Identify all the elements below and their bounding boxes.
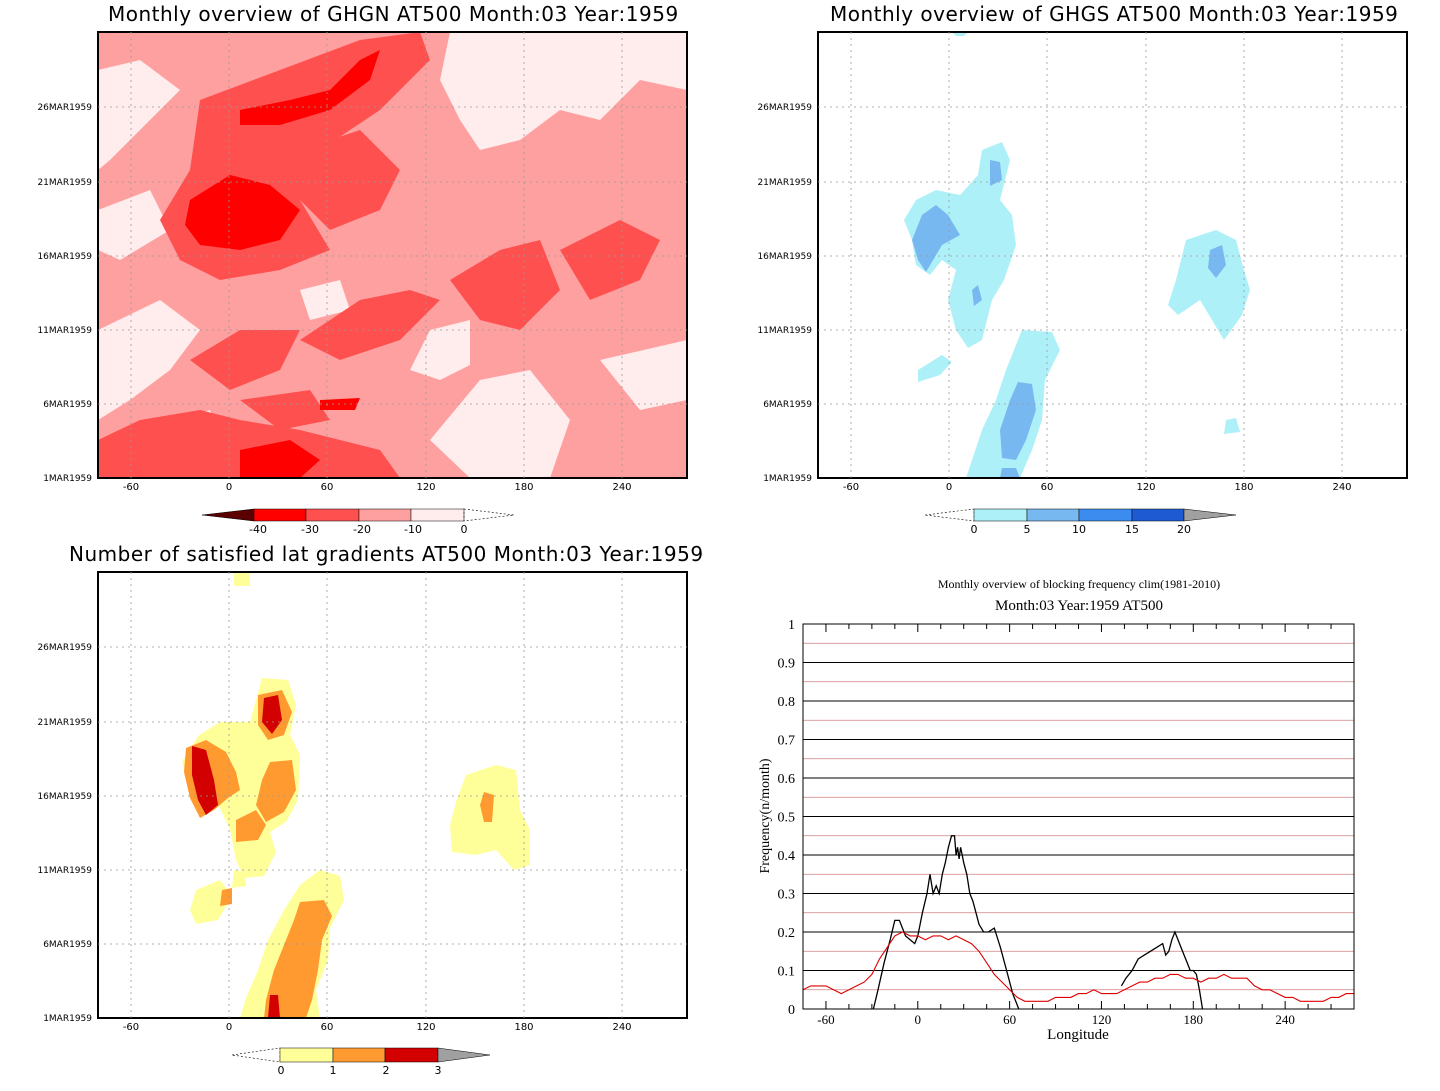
ghgs-cb-label: 20 [1177,523,1191,536]
ghgs-xtick: 120 [1136,482,1155,493]
freq-title: Monthly overview of blocking frequency c… [937,577,1221,591]
ghgs-ytick: 11MAR1959 [757,326,812,336]
lat-map: 1MAR1959 6MAR1959 11MAR1959 16MAR1959 21… [37,571,688,1077]
y-tick-label: 0 [788,1003,795,1018]
y-tick-label: 0.2 [778,926,796,941]
x-tick-label: 60 [1003,1012,1016,1027]
ghgn-xtick: 0 [226,482,232,493]
x-tick-label: 180 [1184,1012,1204,1027]
ghgn-title: Monthly overview of GHGN AT500 Month:03 … [108,2,679,26]
y-tick-label: 0.8 [778,695,796,710]
lat-colorbar: 0 1 2 3 [231,1047,491,1077]
freq-xlabel: Longitude [1047,1027,1109,1043]
ghgs-xtick: 0 [946,482,952,493]
y-tick-label: 0.5 [778,811,796,826]
ghgs-xtick: 60 [1041,482,1054,493]
freq-subtitle: Month:03 Year:1959 AT500 [995,598,1163,614]
ghgs-ytick: 6MAR1959 [763,400,812,410]
series-line [872,835,1204,1010]
y-tick-label: 0.6 [778,772,796,787]
y-tick-label: 0.7 [778,734,796,749]
ghgn-panel: Monthly overview of GHGN AT500 Month:03 … [0,0,720,540]
ghgn-cb-label: 0 [461,523,468,536]
x-tick-label: -60 [817,1012,834,1027]
ghgs-ytick: 1MAR1959 [763,474,812,484]
ghgn-ytick: 26MAR1959 [37,103,92,113]
ghgs-map: 1MAR1959 6MAR1959 11MAR1959 16MAR1959 21… [757,31,1408,536]
lat-xtick: 60 [321,1022,334,1033]
lat-xtick: 180 [514,1022,533,1033]
ghgn-ytick: 11MAR1959 [37,326,92,336]
ghgn-ytick: 16MAR1959 [37,252,92,262]
lat-cb-label: 2 [383,1064,390,1077]
lat-panel: Number of satisfied lat gradients AT500 … [0,540,720,1091]
x-tick-label: 0 [915,1012,922,1027]
lat-cb-label: 3 [435,1064,442,1077]
ghgn-map: 1MAR1959 6MAR1959 11MAR1959 16MAR1959 21… [37,31,688,536]
x-tick-label: 240 [1275,1012,1295,1027]
lat-ytick: 26MAR1959 [37,643,92,653]
ghgn-xtick: 240 [612,482,631,493]
ghgs-title: Monthly overview of GHGS AT500 Month:03 … [830,2,1399,26]
ghgn-ytick: 21MAR1959 [37,178,92,188]
lat-xtick: 240 [612,1022,631,1033]
ghgn-xtick: 180 [514,482,533,493]
lat-cb-label: 1 [330,1064,337,1077]
freq-chart: 0 0.1 0.2 0.3 0.4 0.5 0.6 0.7 0.8 0.9 1 -60 0 60 120 18… [758,618,1355,1043]
ghgs-cb-label: 5 [1024,523,1031,536]
y-tick-label: 0.9 [778,657,796,672]
freq-panel: Monthly overview of blocking frequency c… [720,540,1440,1091]
ghgs-colorbar: 0 5 10 15 20 [924,508,1237,536]
ghgs-ytick: 26MAR1959 [757,103,812,113]
lat-ytick: 16MAR1959 [37,792,92,802]
ghgs-cb-label: 15 [1125,523,1139,536]
series-line [802,931,1354,1002]
lat-xtick: -60 [123,1022,139,1033]
y-tick-label: 1 [788,618,795,633]
ghgn-xtick: -60 [123,482,139,493]
ghgn-cb-label: -40 [249,523,267,536]
lat-xtick: 120 [416,1022,435,1033]
ghgn-cb-label: -20 [353,523,371,536]
y-tick-label: 0.4 [778,849,796,864]
ghgs-panel: Monthly overview of GHGS AT500 Month:03 … [720,0,1440,540]
ghgs-cb-label: 0 [971,523,978,536]
lat-ytick: 21MAR1959 [37,718,92,728]
ghgn-ytick: 1MAR1959 [43,474,92,484]
lat-title: Number of satisfied lat gradients AT500 … [69,542,704,566]
ghgn-cb-label: -10 [404,523,422,536]
ghgn-ytick: 6MAR1959 [43,400,92,410]
ghgs-ytick: 21MAR1959 [757,178,812,188]
ghgs-cb-label: 10 [1072,523,1086,536]
ghgn-colorbar: -40 -30 -20 -10 0 [201,508,515,536]
freq-ylabel: Frequency(n/month) [758,758,773,873]
lat-ytick: 11MAR1959 [37,866,92,876]
lat-cb-label: 0 [278,1064,285,1077]
y-tick-label: 0.1 [778,965,796,980]
ghgs-xtick: 180 [1234,482,1253,493]
ghgs-xtick: 240 [1332,482,1351,493]
ghgs-ytick: 16MAR1959 [757,252,812,262]
lat-ytick: 1MAR1959 [43,1014,92,1024]
y-tick-label: 0.3 [778,888,796,903]
ghgs-xtick: -60 [843,482,859,493]
ghgn-xtick: 60 [321,482,334,493]
x-tick-label: 120 [1092,1012,1112,1027]
lat-xtick: 0 [226,1022,232,1033]
ghgn-xtick: 120 [416,482,435,493]
ghgn-cb-label: -30 [301,523,319,536]
lat-ytick: 6MAR1959 [43,940,92,950]
